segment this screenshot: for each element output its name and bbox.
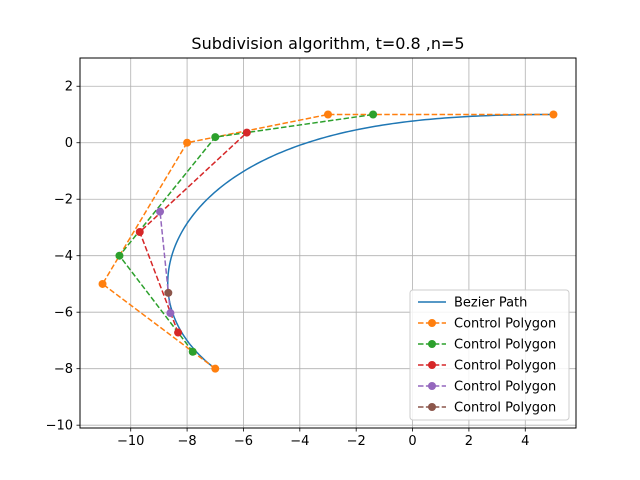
x-tick-label: −6 [234, 434, 253, 449]
control-point-marker [188, 347, 197, 356]
control-polygon-series [115, 110, 378, 356]
legend-swatch-marker [428, 403, 436, 411]
control-point-marker [369, 110, 378, 119]
legend-swatch-marker [428, 382, 436, 390]
control-point-marker [98, 279, 107, 288]
x-tick-label: 0 [408, 434, 416, 449]
y-tick-label: −4 [54, 249, 73, 264]
bezier-path-line [166, 113, 554, 370]
control-polygon-series [164, 288, 173, 297]
y-tick-label: −6 [54, 306, 73, 321]
y-tick-label: −2 [54, 193, 73, 208]
control-point-marker [115, 251, 124, 260]
control-point-marker [183, 138, 192, 147]
legend-label: Control Polygon [454, 359, 556, 374]
legend-label: Control Polygon [454, 317, 556, 332]
y-tick-label: −10 [46, 419, 73, 434]
control-point-marker [211, 364, 220, 373]
legend-entry: Control Polygon [418, 401, 556, 416]
plot-area-frame [79, 57, 577, 429]
y-tick-label: −8 [54, 362, 73, 377]
legend-label: Control Polygon [454, 401, 556, 416]
control-point-marker [156, 207, 165, 216]
control-point-marker [242, 128, 251, 137]
x-tick-label: 2 [465, 434, 473, 449]
legend-entry: Control Polygon [418, 359, 556, 374]
axis-ticks: −10 −8 −6 −4 −2 0 2 4 2 0 −2 −4 −6 −8 −10 [46, 80, 530, 449]
legend-entry: Control Polygon [418, 380, 556, 395]
legend: Bezier Path Control Polygon Control Polygo… [409, 289, 570, 421]
y-tick-label: 0 [65, 136, 73, 151]
chart-title: Subdivision algorithm, t=0.8 ,n=5 [191, 34, 464, 53]
x-tick-label: −2 [347, 434, 366, 449]
control-polygon-line [138, 132, 248, 333]
x-tick-label: 4 [521, 434, 529, 449]
x-tick-label: −10 [117, 434, 144, 449]
legend-label: Bezier Path [454, 296, 527, 311]
control-polygon-series [98, 110, 558, 373]
legend-entry: Control Polygon [418, 338, 556, 353]
control-point-marker [166, 309, 175, 318]
legend-box [409, 289, 570, 421]
legend-swatch-marker [428, 361, 436, 369]
x-tick-label: −8 [178, 434, 197, 449]
legend-label: Control Polygon [454, 380, 556, 395]
y-tick-label: 2 [65, 80, 73, 95]
control-point-marker [549, 110, 558, 119]
legend-swatch-marker [428, 319, 436, 327]
control-point-marker [174, 328, 183, 337]
control-point-marker [135, 227, 144, 236]
control-polygon-layer [98, 110, 558, 373]
control-point-marker [324, 110, 332, 119]
control-polygon-line [118, 113, 374, 353]
legend-swatch-marker [428, 340, 436, 348]
control-point-marker [164, 288, 173, 297]
control-point-marker [211, 133, 220, 142]
bezier-curve-layer [166, 113, 554, 370]
x-tick-label: −4 [290, 434, 309, 449]
legend-label: Control Polygon [454, 338, 556, 353]
legend-entry: Bezier Path [418, 296, 527, 311]
control-polygon-series [135, 128, 251, 337]
legend-entry: Control Polygon [418, 317, 556, 332]
